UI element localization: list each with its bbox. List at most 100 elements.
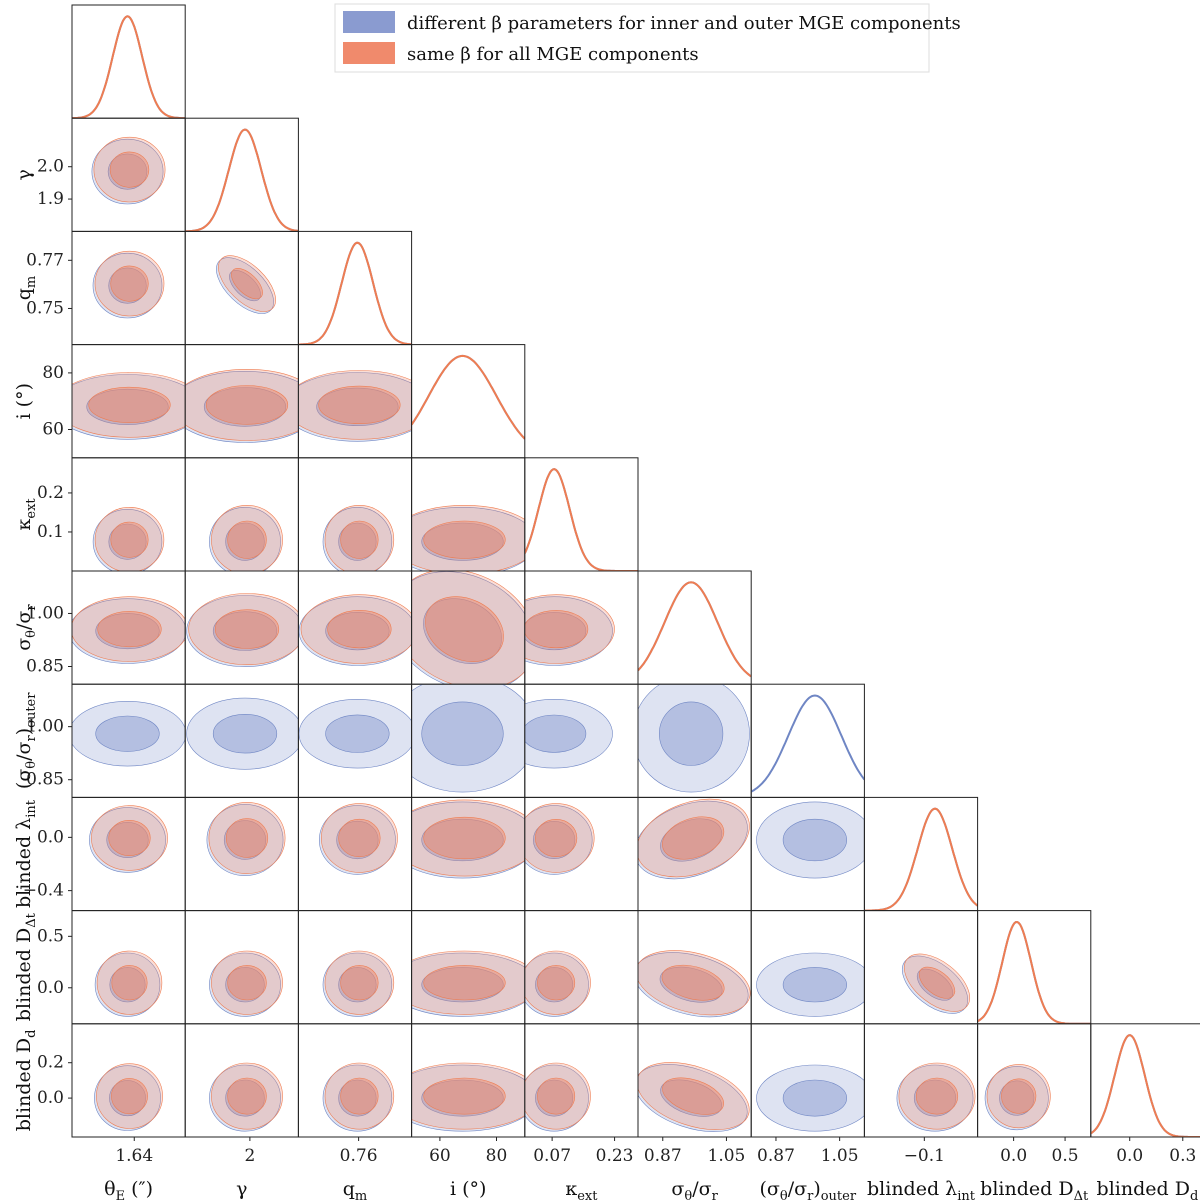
panel-frame bbox=[1090, 1023, 1200, 1138]
contour-A-inner-ratioOut-incl bbox=[421, 701, 504, 766]
legend-text-a: different β parameters for inner and out… bbox=[407, 13, 961, 34]
panel-Dd-ratio bbox=[637, 1023, 752, 1141]
panel-Ddt-qm bbox=[297, 910, 413, 1025]
contour-B-inner-ratio-gamma bbox=[214, 609, 280, 649]
panel-thetaE-thetaE bbox=[71, 4, 186, 119]
contour-B-inner-qm-thetaE bbox=[110, 265, 149, 302]
panel-Dd-gamma bbox=[184, 1023, 299, 1141]
xtick-label-ratioOut: 1.05 bbox=[821, 1146, 859, 1166]
xaxis-label-ratioOut: (σθ/σr)outer bbox=[760, 1178, 857, 1200]
density-line-B-thetaE bbox=[72, 15, 186, 119]
ytick-label-ratioOut: 0.85 bbox=[26, 770, 64, 790]
panel-frame bbox=[637, 570, 752, 685]
contour-B-inner-Ddt-gamma bbox=[227, 965, 267, 1001]
density-line-A-ratioOut bbox=[751, 694, 865, 793]
yaxis-label-kext: κext bbox=[13, 498, 39, 531]
contour-B-inner-Dd-ratio bbox=[662, 1077, 724, 1115]
xtick-label-incl: 80 bbox=[486, 1146, 508, 1166]
panel-frame bbox=[863, 796, 979, 912]
xtick-label-Ddt: 0.0 bbox=[1000, 1146, 1027, 1166]
contour-B-inner-gamma-thetaE bbox=[109, 151, 150, 188]
panel-ratioOut-qm bbox=[297, 683, 413, 798]
contour-B-inner-lint-thetaE bbox=[108, 819, 151, 856]
panel-gamma-thetaE bbox=[68, 117, 186, 232]
panel-frame bbox=[524, 457, 639, 572]
panel-kext-qm bbox=[297, 457, 413, 572]
contour-A-inner-ratioOut-kext bbox=[524, 714, 587, 753]
xtick-label-Ddt: 0.5 bbox=[1052, 1146, 1079, 1166]
density-line-A-ratio bbox=[638, 581, 752, 678]
xtick-label-qm: 0.76 bbox=[340, 1146, 378, 1166]
panel-frame bbox=[411, 344, 526, 459]
yaxis-label-qm: qm bbox=[13, 276, 39, 301]
ytick-label-incl: 60 bbox=[42, 420, 64, 440]
ytick-label-ratio: 1.00 bbox=[26, 603, 64, 623]
xtick-label-Dd: 0.3 bbox=[1169, 1146, 1196, 1166]
xtick-label-incl: 60 bbox=[429, 1146, 451, 1166]
legend-swatch-a bbox=[343, 11, 395, 33]
panel-Dd-qm bbox=[297, 1023, 413, 1141]
ytick-label-Ddt: 0.0 bbox=[37, 978, 64, 998]
panel-incl-thetaE bbox=[68, 344, 186, 459]
contour-A-inner-Dd-ratioOut bbox=[782, 1079, 848, 1117]
panel-lint-kext bbox=[524, 796, 639, 912]
contour-B-inner-ratio-kext bbox=[524, 610, 589, 649]
xtick-label-thetaE: 1.64 bbox=[115, 1146, 153, 1166]
panel-ratio-ratio bbox=[637, 570, 752, 685]
panel-frame bbox=[750, 683, 865, 798]
contour-A-inner-ratioOut-gamma bbox=[212, 714, 278, 754]
xtick-label-ratioOut: 0.87 bbox=[757, 1146, 795, 1166]
panel-Ddt-incl bbox=[411, 910, 526, 1025]
panel-frame bbox=[71, 4, 186, 119]
contour-B-inner-lint-kext bbox=[534, 819, 578, 858]
xaxis-label-thetaE: θE (″) bbox=[104, 1178, 153, 1200]
xaxis-label-incl: i (°) bbox=[450, 1178, 486, 1200]
density-line-A-Dd bbox=[1090, 1034, 1200, 1137]
xaxis-label-ratio: σθ/σr bbox=[671, 1178, 718, 1200]
ytick-label-ratio: 0.85 bbox=[26, 657, 64, 677]
yaxis-label-ratioOut: (σθ/σr)outer bbox=[13, 692, 39, 789]
xaxis-label-kext: κext bbox=[565, 1178, 598, 1200]
contour-B-inner-kext-incl bbox=[423, 520, 506, 559]
panel-Ddt-kext bbox=[524, 910, 639, 1025]
panel-ratio-qm bbox=[297, 570, 413, 685]
contour-B-inner-Ddt-ratio bbox=[661, 964, 725, 1001]
panel-Dd-Ddt bbox=[977, 1023, 1092, 1141]
xaxis-label-gamma: γ bbox=[236, 1178, 247, 1200]
yaxis-label-Dd: blinded Dd bbox=[13, 1030, 39, 1132]
panel-ratioOut-ratio bbox=[637, 683, 752, 798]
panel-lint-ratio bbox=[637, 796, 752, 912]
contour-B-inner-ratio-incl bbox=[425, 596, 504, 662]
panel-Dd-incl bbox=[411, 1023, 526, 1141]
panel-kext-incl bbox=[411, 457, 526, 572]
contour-B-inner-kext-gamma bbox=[227, 520, 267, 559]
ytick-label-Dd: 0.0 bbox=[37, 1088, 64, 1108]
contour-B-inner-Dd-gamma bbox=[227, 1077, 267, 1115]
contour-B-inner-ratio-thetaE bbox=[97, 611, 162, 648]
panel-Ddt-lint bbox=[863, 910, 979, 1025]
contour-B-inner-incl-thetaE bbox=[88, 386, 171, 423]
panel-lint-incl bbox=[411, 796, 526, 912]
yaxis-label-ratio: σθ/σr bbox=[13, 604, 39, 651]
yaxis-label-Ddt: blinded DΔt bbox=[13, 912, 39, 1021]
contour-B-inner-Dd-kext bbox=[537, 1077, 576, 1115]
density-line-A-kext bbox=[524, 468, 638, 571]
panel-qm-thetaE bbox=[68, 230, 186, 346]
yaxis-label-gamma: γ bbox=[13, 169, 35, 180]
contour-A-inner-ratioOut-qm bbox=[325, 714, 390, 753]
legend-box bbox=[334, 3, 930, 73]
ytick-label-kext: 0.1 bbox=[37, 522, 64, 542]
contour-B-inner-Ddt-incl bbox=[423, 965, 506, 1001]
yaxis-label-lint: blinded λint bbox=[13, 799, 39, 908]
contour-B-inner-kext-qm bbox=[340, 520, 379, 559]
contour-A-inner-ratioOut-ratio bbox=[658, 701, 724, 766]
density-line-B-kext bbox=[524, 468, 638, 571]
panel-frame bbox=[977, 910, 1092, 1025]
panel-qm-gamma bbox=[184, 230, 299, 346]
panel-lint-ratioOut bbox=[750, 796, 865, 912]
ytick-label-incl: 80 bbox=[42, 363, 64, 383]
density-line-A-gamma bbox=[185, 128, 299, 232]
xtick-label-lint: −0.1 bbox=[904, 1146, 945, 1166]
xaxis-label-Dd: blinded Dd bbox=[1097, 1178, 1199, 1200]
